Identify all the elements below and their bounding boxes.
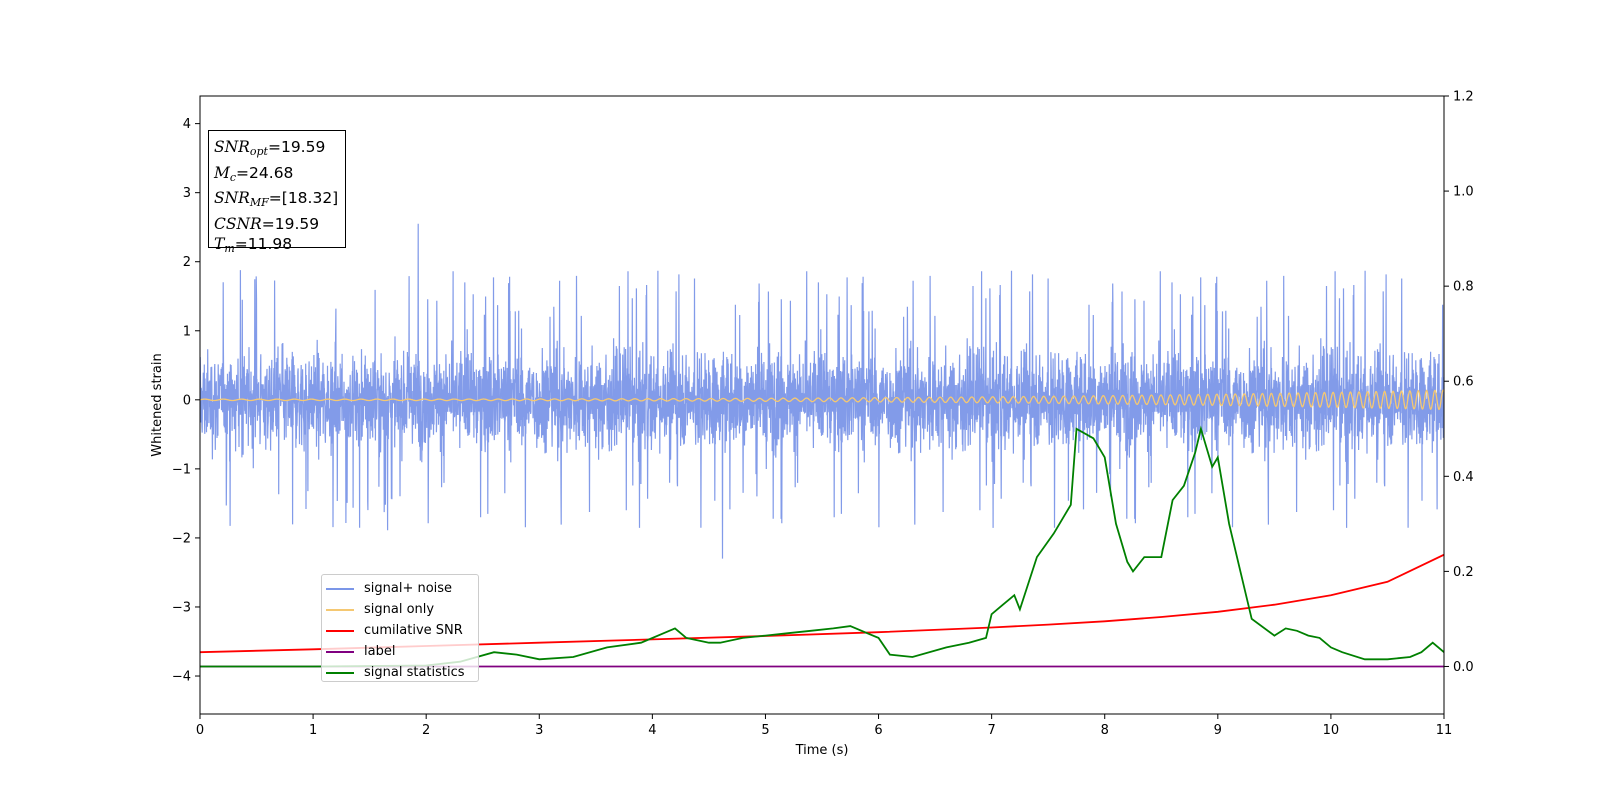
legend: signal+ noise signal only cumilative SNR… xyxy=(321,574,479,682)
y-tick-label: −3 xyxy=(172,600,191,615)
x-tick-label: 2 xyxy=(422,723,430,738)
x-tick-label: 0 xyxy=(196,723,204,738)
snr-opt-value: 19.59 xyxy=(280,138,326,156)
x-tick-label: 6 xyxy=(874,723,882,738)
legend-swatch xyxy=(326,671,354,674)
legend-swatch xyxy=(326,650,354,653)
snr-opt-row: SNRopt=19.59 xyxy=(214,138,326,158)
x-tick-label: 9 xyxy=(1214,723,1222,738)
snr-mf-row: SNRMF=[18.32] xyxy=(214,189,339,209)
snr-mf-value: [18.32] xyxy=(281,189,339,207)
y-tick-label: 1 xyxy=(183,324,191,339)
y-tick-label: −2 xyxy=(172,531,191,546)
x-axis-ticks: 0 1 2 3 4 5 6 7 8 9 10 11 xyxy=(196,714,1452,738)
tm-value: 11.98 xyxy=(247,235,293,253)
chirp-mass-row: Mc=24.68 xyxy=(214,163,294,184)
legend-label: signal statistics xyxy=(364,665,465,680)
x-tick-label: 3 xyxy=(535,723,543,738)
legend-label: signal only xyxy=(364,602,435,617)
legend-item-label: label xyxy=(326,641,478,662)
csnr-row: CSNR=19.59 xyxy=(214,214,320,233)
y-tick-label: 4 xyxy=(183,117,191,132)
legend-label: signal+ noise xyxy=(364,581,453,596)
right-tick-label: 1.0 xyxy=(1453,185,1474,200)
y-tick-label: 0 xyxy=(183,393,191,408)
legend-swatch xyxy=(326,608,354,611)
y-tick-label: 2 xyxy=(183,255,191,270)
x-axis-label: Time (s) xyxy=(795,743,849,758)
y-tick-label: −4 xyxy=(172,670,191,685)
signal-statistics-line xyxy=(200,425,1444,668)
y-tick-label: 3 xyxy=(183,186,191,201)
right-tick-label: 0.6 xyxy=(1453,375,1474,390)
series-signal-only xyxy=(200,389,1444,411)
right-tick-label: 0.8 xyxy=(1453,280,1474,295)
chirp-line xyxy=(200,389,1444,411)
right-tick-label: 0.0 xyxy=(1453,660,1474,675)
right-tick-label: 0.2 xyxy=(1453,565,1474,580)
chirp-mass-value: 24.68 xyxy=(249,163,294,182)
x-tick-label: 8 xyxy=(1101,723,1109,738)
y-axis-label: Whitened strain xyxy=(150,353,165,456)
x-tick-label: 1 xyxy=(309,723,317,738)
legend-item-signal-only: signal only xyxy=(326,599,478,620)
noise-line xyxy=(200,223,1444,559)
legend-item-signal-noise: signal+ noise xyxy=(326,578,478,599)
series-signal-noise xyxy=(200,223,1444,559)
legend-label: cumilative SNR xyxy=(364,623,463,638)
legend-item-signal-statistics: signal statistics xyxy=(326,662,478,683)
x-tick-label: 4 xyxy=(648,723,656,738)
right-axis-ticks: 1.2 1.0 0.8 0.6 0.4 0.2 0.0 xyxy=(1444,90,1474,675)
x-tick-label: 5 xyxy=(761,723,769,738)
snr-info-box: SNRopt=19.59 Mc=24.68 SNRMF=[18.32] CSNR… xyxy=(208,130,346,255)
legend-label: label xyxy=(364,644,396,659)
legend-swatch xyxy=(326,587,354,590)
right-tick-label: 0.4 xyxy=(1453,470,1474,485)
y-tick-label: −1 xyxy=(172,462,191,477)
legend-item-cumulative-snr: cumilative SNR xyxy=(326,620,478,641)
csnr-value: 19.59 xyxy=(274,214,320,233)
cumulative-snr-line xyxy=(200,553,1444,654)
right-tick-label: 1.2 xyxy=(1453,90,1474,105)
x-tick-label: 11 xyxy=(1436,723,1453,738)
x-tick-label: 10 xyxy=(1323,723,1340,738)
plot-frame xyxy=(199,95,1445,715)
left-axis-ticks: 4 3 2 1 0 −1 −2 −3 −4 xyxy=(172,117,200,685)
tm-row: Tm=11.98 xyxy=(214,235,293,255)
legend-swatch xyxy=(326,629,354,632)
x-tick-label: 7 xyxy=(987,723,995,738)
